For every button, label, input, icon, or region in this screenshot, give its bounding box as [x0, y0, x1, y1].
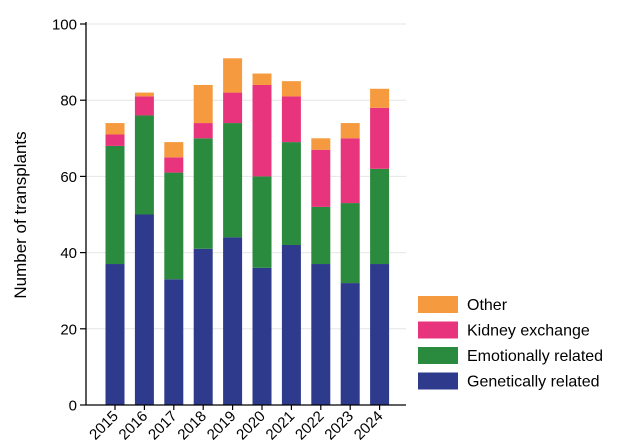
legend-label-genetically-related: Genetically related	[467, 374, 600, 391]
x-tick-label: 2018	[174, 408, 210, 444]
y-axis-title: Number of transplants	[11, 131, 30, 298]
x-tick-label: 2016	[116, 408, 152, 444]
legend-swatch-kidney-exchange	[418, 321, 458, 339]
bar-segment-genetically-related-2022	[311, 264, 331, 405]
bar-segment-emotionally-related-2024	[370, 168, 390, 265]
bar-segment-other-2015	[105, 123, 125, 135]
bar-segment-emotionally-related-2020	[252, 176, 272, 268]
bar-segment-emotionally-related-2018	[193, 138, 213, 249]
bar-segment-genetically-related-2021	[281, 244, 301, 405]
bar-segment-other-2021	[281, 81, 301, 97]
bar-segment-other-2024	[370, 88, 390, 108]
bar-segment-genetically-related-2019	[223, 237, 243, 405]
x-tick-label: 2024	[351, 408, 387, 444]
y-tick-label: 60	[60, 169, 77, 186]
legend-label-other: Other	[467, 297, 508, 314]
bar-segment-genetically-related-2017	[164, 279, 184, 405]
legend-swatch-genetically-related	[418, 372, 458, 390]
legend-swatch-other	[418, 296, 458, 313]
bar-segment-other-2023	[340, 123, 360, 139]
bar-segment-kidney-exchange-2021	[281, 96, 301, 143]
bar-segment-kidney-exchange-2015	[105, 134, 125, 146]
bar-segment-emotionally-related-2015	[105, 145, 125, 265]
bar-segment-kidney-exchange-2017	[164, 157, 184, 173]
bar-segment-emotionally-related-2023	[340, 203, 360, 284]
legend: Other Kidney exchange Emotionally related G…	[418, 296, 603, 391]
bar-segment-kidney-exchange-2019	[223, 92, 243, 124]
y-tick-label: 40	[60, 245, 77, 262]
bars	[105, 58, 390, 405]
bar-segment-genetically-related-2023	[340, 283, 360, 405]
bar-segment-kidney-exchange-2016	[134, 96, 154, 116]
bar-segment-other-2016	[134, 92, 154, 97]
x-tick-label: 2020	[233, 408, 269, 444]
bar-segment-other-2017	[164, 142, 184, 158]
y-tick-label: 20	[60, 321, 77, 338]
bar-segment-kidney-exchange-2023	[340, 138, 360, 204]
bar-segment-genetically-related-2018	[193, 248, 213, 405]
bar-segment-kidney-exchange-2018	[193, 123, 213, 139]
bar-segment-genetically-related-2015	[105, 264, 125, 405]
y-tick-label: 0	[69, 398, 77, 415]
bar-segment-other-2019	[223, 58, 243, 93]
x-tick-label: 2019	[204, 408, 240, 444]
bar-segment-emotionally-related-2016	[134, 115, 154, 215]
bar-segment-genetically-related-2024	[370, 264, 390, 405]
axes	[85, 22, 406, 406]
x-tick-label: 2017	[145, 408, 181, 444]
bar-segment-genetically-related-2016	[134, 214, 154, 405]
y-axis-ticks: 0 20 40 60 80 100	[52, 17, 86, 415]
x-tick-label: 2021	[263, 408, 299, 444]
bar-segment-emotionally-related-2017	[164, 172, 184, 280]
bar-segment-emotionally-related-2021	[281, 142, 301, 245]
bar-segment-other-2018	[193, 84, 213, 124]
legend-label-emotionally-related: Emotionally related	[467, 348, 603, 365]
x-tick-label: 2015	[86, 408, 122, 444]
bar-segment-kidney-exchange-2024	[370, 107, 390, 169]
x-tick-label: 2022	[292, 408, 328, 444]
x-tick-label: 2023	[321, 408, 357, 444]
bar-segment-emotionally-related-2019	[223, 123, 243, 238]
y-tick-label: 80	[60, 93, 77, 110]
legend-swatch-emotionally-related	[418, 347, 458, 364]
bar-segment-other-2022	[311, 138, 331, 150]
bar-segment-genetically-related-2020	[252, 267, 272, 405]
y-tick-label: 100	[52, 17, 77, 34]
bar-segment-kidney-exchange-2020	[252, 84, 272, 177]
legend-label-kidney-exchange: Kidney exchange	[467, 323, 590, 340]
bar-segment-emotionally-related-2022	[311, 206, 331, 265]
bar-segment-other-2020	[252, 73, 272, 85]
bar-segment-kidney-exchange-2022	[311, 149, 331, 207]
